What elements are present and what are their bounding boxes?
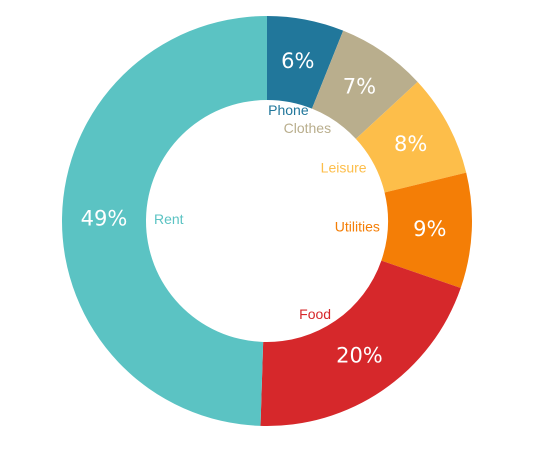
category-label-clothes: Clothes [284,120,331,136]
category-label-utilities: Utilities [335,218,380,234]
slice-group [61,16,472,426]
percent-label-leisure: 8% [394,132,427,156]
category-label-group: Phone Clothes Leisure Utilities Food Rent [154,102,380,322]
percent-label-utilities: 9% [413,217,446,241]
percent-label-rent: 49% [81,206,128,230]
slice-leisure [355,81,467,193]
slice-utilities [381,172,472,289]
percent-label-clothes: 7% [343,75,376,99]
category-label-leisure: Leisure [321,160,367,176]
percent-label-phone: 6% [281,49,314,73]
percent-label-food: 20% [336,343,383,367]
category-label-food: Food [299,306,331,322]
slice-food [260,260,461,426]
category-label-phone: Phone [268,102,309,118]
slice-clothes [311,30,418,139]
slice-phone [267,16,344,109]
slice-rent [61,16,268,426]
category-label-rent: Rent [154,211,184,227]
percent-label-group: 6% 7% 8% 9% 20% 49% [81,49,447,367]
